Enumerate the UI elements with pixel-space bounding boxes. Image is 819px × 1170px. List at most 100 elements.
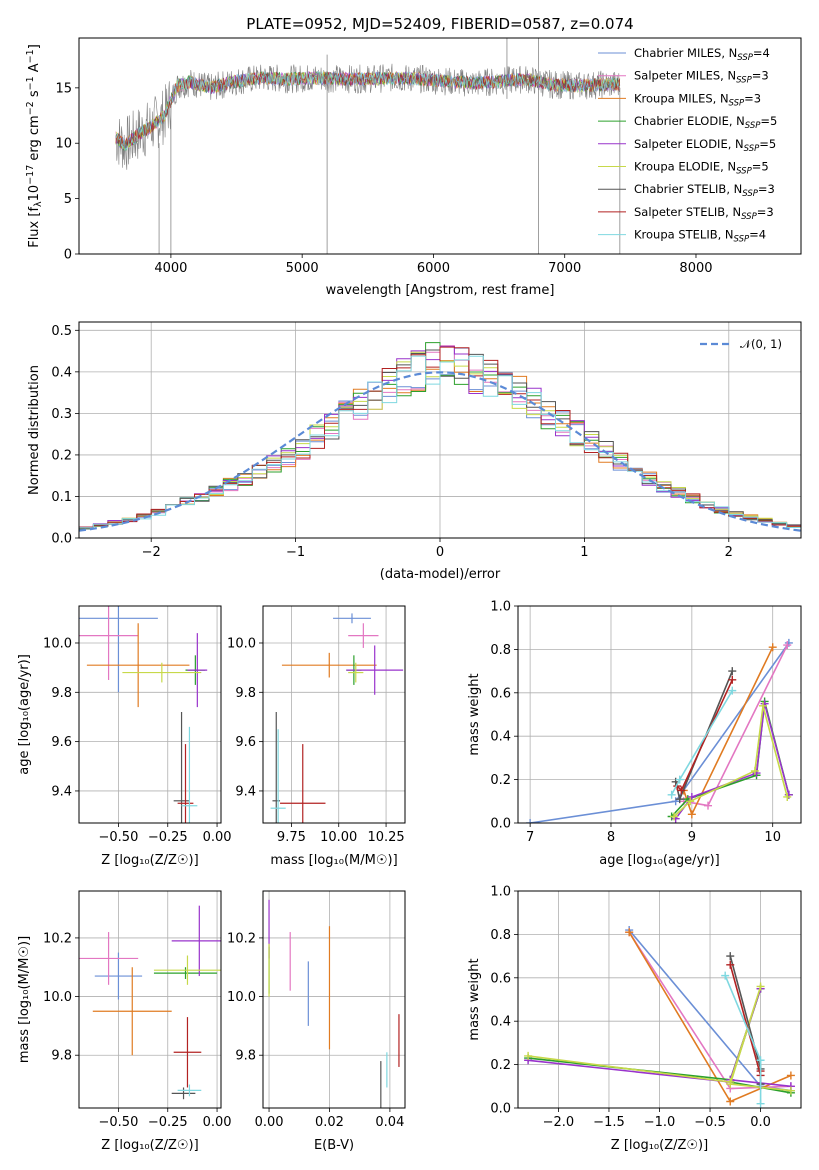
- salpeter-miles-marker: [783, 641, 792, 650]
- legend-sub: SSP: [737, 53, 753, 63]
- legend-name: Salpeter MILES, N: [634, 69, 736, 83]
- y-tick-label: 10.2: [43, 931, 72, 946]
- y-label-part: erg cm: [27, 115, 42, 164]
- x-tick-label: −0.50: [99, 830, 139, 845]
- chabrier-miles-line: [529, 642, 790, 823]
- age_vs_Z-points: [79, 606, 208, 823]
- massweight_vs_age-grid: [518, 605, 801, 824]
- salpeter-elodie-marker: [687, 792, 696, 801]
- x-tick-label: 10.25: [367, 830, 404, 845]
- y-tick-label: 0.0: [490, 1102, 511, 1117]
- y-tick-label: 0.6: [490, 686, 511, 701]
- x-tick-label: −0.50: [99, 1115, 139, 1130]
- y-tick-label: 0.0: [51, 532, 72, 547]
- y-label-part: 10: [27, 185, 42, 202]
- salpeter-stelib-marker: [728, 675, 737, 684]
- y-tick-label: 9.8: [235, 1049, 256, 1064]
- y-tick-label: 10.0: [227, 990, 256, 1005]
- age_vs_Z-grid: [79, 606, 221, 823]
- massweight_vs_age-lines: [526, 638, 793, 823]
- kroupa-elodie-marker: [726, 1080, 735, 1089]
- y-label-part: Flux [f: [27, 207, 42, 248]
- y-label-part: s: [27, 90, 42, 101]
- age_vs_mass-frame: [262, 605, 406, 824]
- kroupa-elodie-marker: [524, 1051, 533, 1060]
- kroupa-elodie-marker: [783, 792, 792, 801]
- y-tick-label: 0.8: [490, 928, 511, 943]
- residuals-y-label: Normed distribution: [27, 365, 42, 495]
- legend-count: =5: [752, 160, 769, 174]
- legend-sub: SSP: [734, 235, 750, 245]
- kroupa-stelib-marker: [721, 971, 730, 980]
- mass_vs_EBV-frame: [262, 890, 406, 1109]
- y-tick-label: 9.8: [51, 1049, 72, 1064]
- residual-histograms: [79, 342, 801, 538]
- x-tick-label: −1.5: [593, 1115, 625, 1130]
- y-tick-label: 10.0: [43, 990, 72, 1005]
- legend-sub: SSP: [745, 121, 761, 131]
- y-tick-label: 0.8: [490, 643, 511, 658]
- kroupa-stelib-marker: [756, 1056, 765, 1065]
- y-tick-label: 10.0: [43, 636, 72, 651]
- chabrier-stelib-marker: [728, 667, 737, 676]
- y-tick-label: 10.0: [227, 636, 256, 651]
- chabrier-stelib-marker: [675, 795, 684, 804]
- salpeter-stelib-marker: [677, 786, 686, 795]
- massweight_vs_Z-lines: [524, 926, 795, 1108]
- chabrier-miles-marker: [671, 797, 680, 806]
- massweight_vs_age-x-label: age [log₁₀(age/yr)]: [599, 853, 720, 868]
- kroupa-stelib-marker: [675, 775, 684, 784]
- y-tick-label: 0.4: [51, 365, 72, 380]
- x-tick-label: 7: [526, 830, 534, 845]
- y-tick-label: 0.2: [490, 1058, 511, 1073]
- y-tick-label: 0.6: [490, 971, 511, 986]
- legend-label-chabrier-elodie: Chabrier ELODIE, NSSP=5: [634, 114, 777, 131]
- mass_vs_EBV-points: [268, 899, 400, 1108]
- kroupa-elodie-marker: [750, 766, 759, 775]
- x-tick-label: −0.25: [148, 830, 188, 845]
- x-tick-label: 2: [725, 545, 733, 560]
- legend-count: =3: [752, 69, 769, 83]
- age_vs_mass-points: [270, 613, 404, 823]
- kroupa-elodie-marker: [670, 812, 679, 821]
- legend-name: Chabrier MILES, N: [634, 46, 737, 60]
- chabrier-stelib-marker: [726, 952, 735, 961]
- legend-name: Kroupa STELIB, N: [634, 228, 734, 242]
- x-tick-label: −2.0: [543, 1115, 575, 1130]
- y-label-part: −1: [25, 76, 36, 90]
- kroupa-miles-marker: [786, 1071, 795, 1080]
- legend-sub: SSP: [736, 167, 752, 177]
- legend-label-kroupa-miles: Kroupa MILES, NSSP=3: [634, 91, 761, 108]
- legend-name: Salpeter ELODIE, N: [634, 137, 744, 151]
- age_vs_mass-grid: [263, 606, 405, 823]
- kroupa-miles-marker: [625, 928, 634, 937]
- figure-title: PLATE=0952, MJD=52409, FIBERID=0587, z=0…: [246, 15, 633, 33]
- y-tick-label: 9.6: [51, 735, 72, 750]
- legend-name: Salpeter STELIB, N: [634, 205, 741, 219]
- spectrum-x-label: wavelength [Angstrom, rest frame]: [326, 283, 555, 298]
- legend-count: =4: [749, 228, 766, 242]
- x-tick-label: 6000: [417, 261, 450, 276]
- y-tick-label: 0.5: [51, 324, 72, 339]
- legend-label-salpeter-miles: Salpeter MILES, NSSP=3: [634, 69, 769, 86]
- x-tick-label: 0.02: [315, 1115, 344, 1130]
- legend-name: Kroupa MILES, N: [634, 91, 729, 105]
- kroupa-stelib-marker: [756, 1099, 765, 1108]
- legend-name: Chabrier STELIB, N: [634, 182, 742, 196]
- x-tick-label: −0.5: [694, 1115, 726, 1130]
- x-tick-label: 10.00: [320, 830, 357, 845]
- y-tick-label: 10.2: [227, 931, 256, 946]
- massweight_vs_Z-frame: [517, 890, 802, 1109]
- legend-name: Chabrier ELODIE, N: [634, 114, 745, 128]
- x-tick-label: −1.0: [644, 1115, 676, 1130]
- x-tick-label: 10: [764, 830, 781, 845]
- spectrum-y-label: Flux [fλ10−17 erg cm−2 s−1 A−1]: [25, 44, 44, 248]
- x-tick-label: 7000: [548, 261, 581, 276]
- legend-sub: SSP: [729, 98, 745, 108]
- y-tick-label: 1.0: [490, 600, 511, 615]
- y-tick-label: 0.2: [51, 448, 72, 463]
- kroupa-miles-marker: [768, 643, 777, 652]
- y-tick-label: 0.4: [490, 730, 511, 745]
- age_vs_mass-x-label: mass [log₁₀(M/M☉)]: [270, 853, 397, 868]
